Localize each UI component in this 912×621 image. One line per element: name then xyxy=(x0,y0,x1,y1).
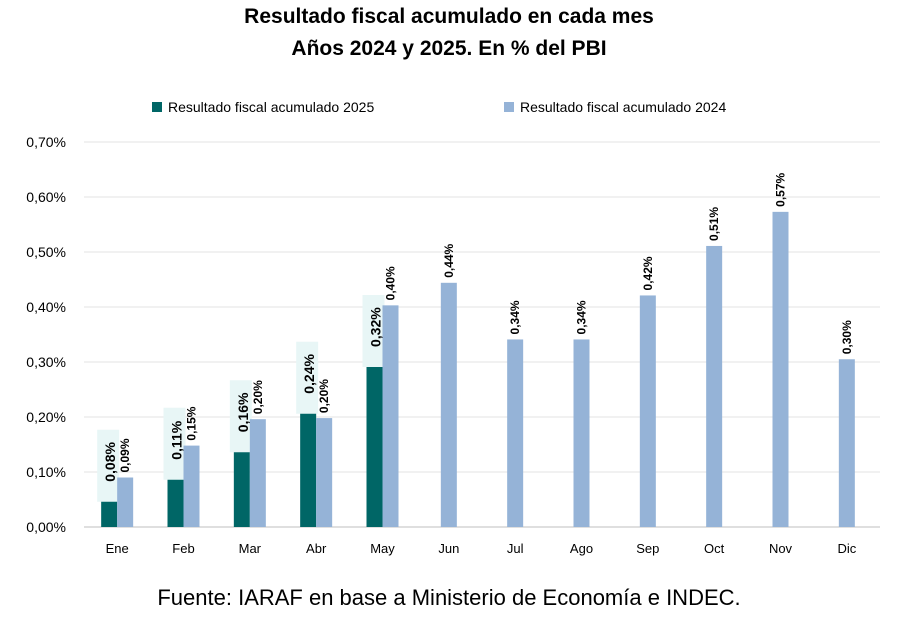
bar-2025 xyxy=(366,351,383,527)
label-highlight xyxy=(362,295,385,367)
data-label-2025: 0,11% xyxy=(169,420,185,459)
y-tick-label: 0,00% xyxy=(26,519,66,535)
x-tick-label: Jul xyxy=(507,541,524,556)
bar-2024 xyxy=(639,295,656,527)
bar-2024 xyxy=(573,339,590,527)
label-highlight xyxy=(97,429,120,502)
y-tick-label: 0,60% xyxy=(26,189,66,205)
legend-swatch xyxy=(152,102,162,112)
data-label-2024: 0,15% xyxy=(185,406,199,440)
bar-2024 xyxy=(706,245,723,527)
data-label-2025: 0,32% xyxy=(368,307,384,347)
legend-label: Resultado fiscal acumulado 2024 xyxy=(520,99,726,115)
label-highlight xyxy=(163,407,186,480)
legend-label: Resultado fiscal acumulado 2025 xyxy=(168,99,374,115)
x-tick-label: Mar xyxy=(239,541,262,556)
chart-title: Resultado fiscal acumulado en cada mes xyxy=(244,5,654,28)
bar-2024 xyxy=(249,419,266,527)
bar-2025 xyxy=(233,436,250,527)
y-tick-label: 0,40% xyxy=(26,299,66,315)
data-label-2024: 0,40% xyxy=(384,266,398,300)
data-label-2024: 0,42% xyxy=(641,256,655,290)
x-tick-label: Feb xyxy=(172,541,194,556)
source-note: Fuente: IARAF en base a Ministerio de Ec… xyxy=(157,585,741,610)
data-label-2025: 0,24% xyxy=(301,354,317,394)
data-label-2025: 0,16% xyxy=(235,392,251,432)
legend-swatch xyxy=(504,102,514,112)
data-label-2024: 0,09% xyxy=(118,438,132,472)
data-label-2024: 0,51% xyxy=(707,207,721,241)
bar-2024 xyxy=(440,282,457,527)
x-tick-label: Jun xyxy=(438,541,459,556)
data-label-2024: 0,57% xyxy=(774,172,788,206)
y-tick-label: 0,20% xyxy=(26,409,66,425)
data-label-2024: 0,44% xyxy=(442,243,456,277)
bar-2024 xyxy=(507,339,524,527)
bar-2024 xyxy=(838,359,855,527)
bar-2024 xyxy=(772,211,789,527)
bar-2024 xyxy=(316,418,333,527)
bar-2024 xyxy=(382,305,399,527)
y-tick-label: 0,70% xyxy=(26,134,66,150)
bar-2024 xyxy=(117,477,134,527)
x-tick-label: Dic xyxy=(837,541,856,556)
data-label-2024: 0,20% xyxy=(251,380,265,414)
x-tick-label: Ene xyxy=(106,541,129,556)
x-tick-label: Nov xyxy=(769,541,793,556)
y-tick-label: 0,50% xyxy=(26,244,66,260)
x-tick-label: May xyxy=(370,541,395,556)
data-label-2024: 0,34% xyxy=(508,300,522,334)
bar-2024 xyxy=(183,445,200,527)
label-highlight xyxy=(229,380,252,453)
bar-chart: 0,00% 0,10% 0,20% 0,30% 0,40% 0,50% 0,60% 0,70%… xyxy=(26,99,880,556)
x-tick-label: Abr xyxy=(306,541,327,556)
data-label-2025: 0,08% xyxy=(102,442,118,482)
x-tick-label: Sep xyxy=(636,541,659,556)
data-label-2024: 0,20% xyxy=(317,379,331,413)
label-highlight xyxy=(296,341,319,414)
data-label-2024: 0,34% xyxy=(575,300,589,334)
x-tick-label: Ago xyxy=(570,541,593,556)
bar-2025 xyxy=(300,397,317,527)
data-label-2024: 0,30% xyxy=(840,320,854,354)
x-tick-label: Oct xyxy=(704,541,725,556)
y-tick-label: 0,10% xyxy=(26,464,66,480)
y-tick-label: 0,30% xyxy=(26,354,66,370)
chart-subtitle: Años 2024 y 2025. En % del PBI xyxy=(291,37,607,60)
